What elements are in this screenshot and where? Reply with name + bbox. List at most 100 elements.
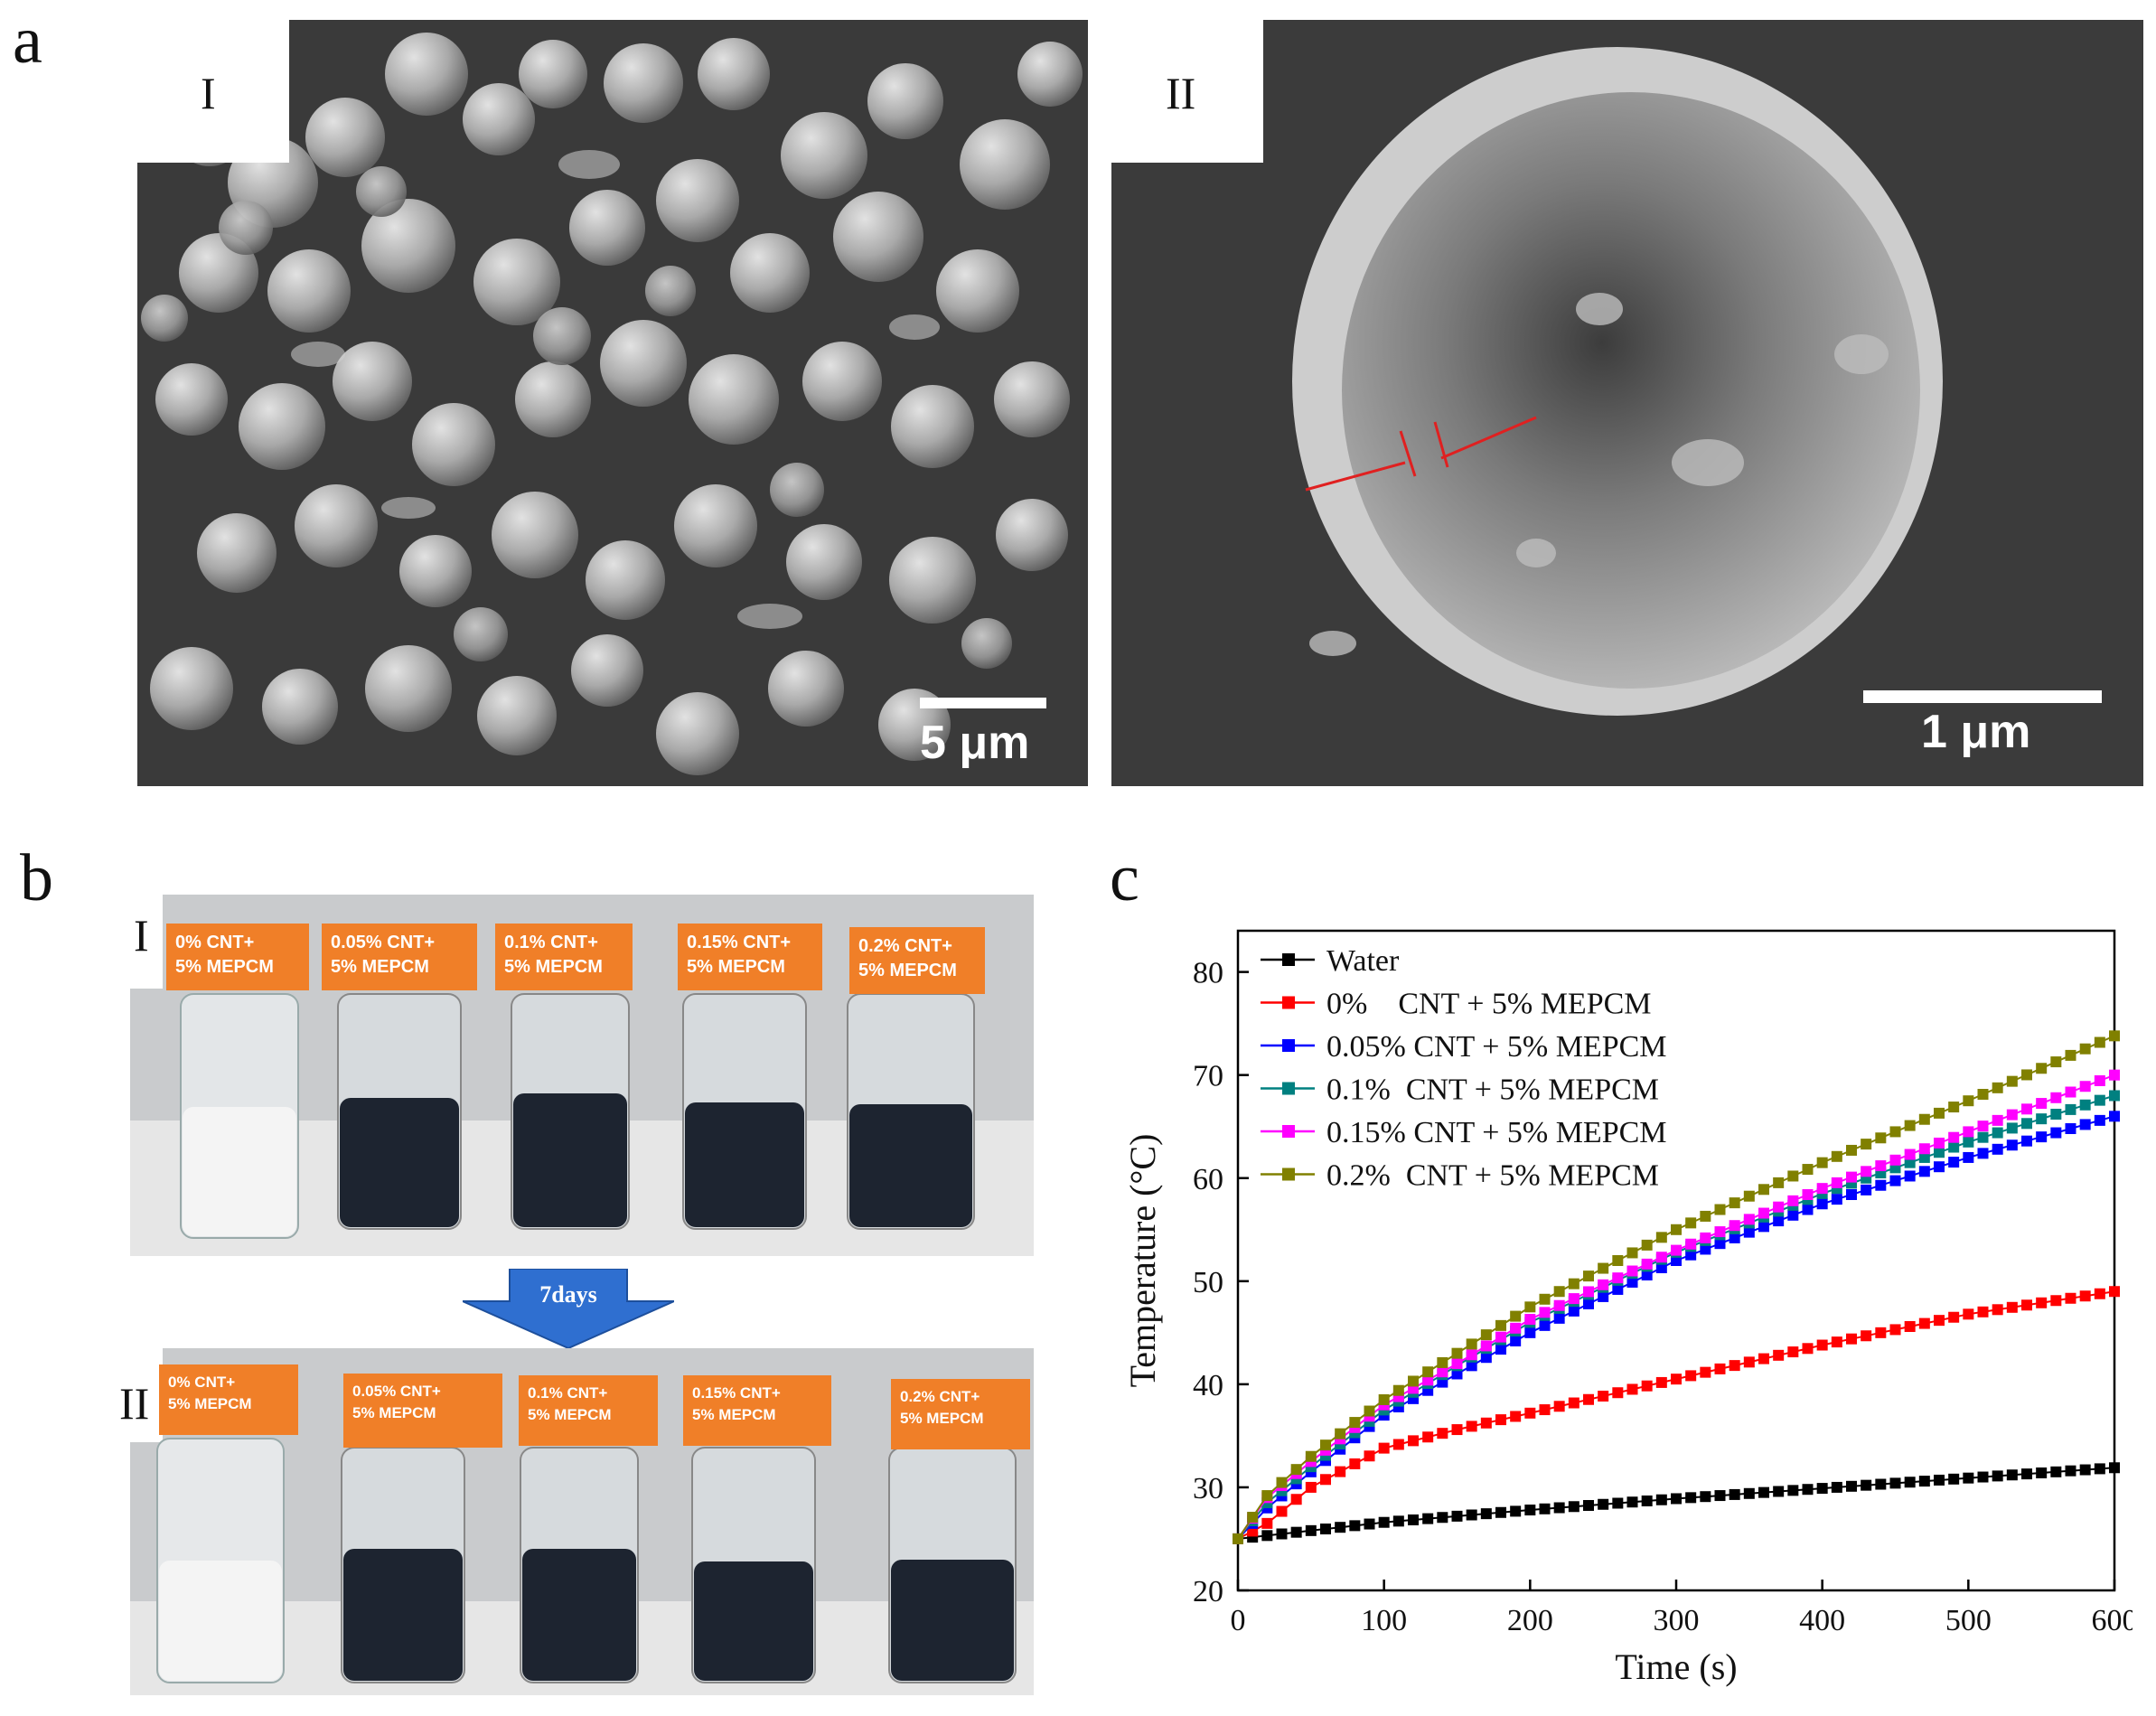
legend-entry-4: 0.15% CNT + 5% MEPCM (1261, 1116, 1667, 1149)
data-point (1524, 1314, 1536, 1326)
data-point (1773, 1177, 1785, 1188)
data-point (1655, 1232, 1667, 1243)
data-point (1671, 1255, 1682, 1266)
legend-marker (1282, 1125, 1295, 1138)
data-point (2079, 1099, 2091, 1111)
data-point (1641, 1258, 1653, 1270)
data-point (1934, 1107, 1945, 1119)
data-point (1510, 1505, 1522, 1517)
data-point (1714, 1204, 1726, 1215)
data-point (1539, 1293, 1551, 1305)
data-point (1889, 1154, 1901, 1166)
panel-a-letter: a (13, 4, 42, 78)
data-point (1261, 1517, 1273, 1529)
legend-entry-0: Water (1261, 944, 1400, 978)
seven-days-label: 7days (539, 1281, 597, 1308)
data-point (1510, 1411, 1522, 1422)
data-point (1655, 1252, 1667, 1263)
data-point (2021, 1468, 2032, 1480)
data-point (1612, 1255, 1624, 1266)
data-point (2036, 1063, 2048, 1074)
data-point (1948, 1131, 1960, 1143)
data-point (1612, 1497, 1624, 1509)
x-tick-label: 600 (2092, 1604, 2133, 1637)
data-point (1714, 1363, 1726, 1374)
vial-label-b-I-4: 0.2% CNT+ 5% MEPCM (849, 927, 985, 994)
data-point (1408, 1375, 1419, 1387)
data-point (1495, 1319, 1506, 1331)
data-point (1918, 1143, 1930, 1155)
data-point (1816, 1483, 1828, 1495)
data-point (1437, 1428, 1448, 1439)
data-point (1875, 1478, 1887, 1490)
data-point (1787, 1195, 1799, 1206)
data-point (1451, 1510, 1463, 1522)
data-point (1480, 1329, 1492, 1341)
data-point (1700, 1210, 1711, 1222)
data-point (1510, 1310, 1522, 1322)
data-point (1743, 1356, 1755, 1368)
data-point (1641, 1239, 1653, 1251)
data-point (1568, 1293, 1580, 1305)
data-point (1831, 1177, 1842, 1188)
data-point (2079, 1081, 2091, 1092)
data-point (1437, 1366, 1448, 1378)
data-point (1364, 1405, 1375, 1417)
data-point (1714, 1226, 1726, 1238)
vial-label-b-I-1: 0.05% CNT+ 5% MEPCM (322, 924, 477, 990)
data-point (1553, 1312, 1565, 1324)
data-point (1495, 1506, 1506, 1518)
data-point (1553, 1299, 1565, 1311)
data-point (2094, 1036, 2105, 1048)
data-point (2006, 1122, 2018, 1134)
data-point (1495, 1331, 1506, 1343)
data-point (2079, 1464, 2091, 1476)
data-point (1773, 1215, 1785, 1227)
sublabel-b-I: I (134, 910, 149, 961)
data-point (1655, 1261, 1667, 1273)
data-point (1875, 1327, 1887, 1338)
data-point (2006, 1139, 2018, 1151)
data-point (1598, 1279, 1609, 1290)
legend-marker (1282, 996, 1295, 1009)
y-tick-label: 50 (1193, 1266, 1223, 1299)
vial-label-b-I-3: 0.15% CNT+ 5% MEPCM (678, 924, 822, 990)
data-point (1948, 1141, 1960, 1153)
data-point (1773, 1201, 1785, 1213)
vial-label-b-I-0: 0% CNT+ 5% MEPCM (166, 924, 309, 990)
data-point (1977, 1148, 1989, 1159)
data-point (1524, 1407, 1536, 1419)
data-point (1451, 1358, 1463, 1370)
data-point (1320, 1439, 1331, 1451)
legend-entry-2: 0.05% CNT + 5% MEPCM (1261, 1030, 1667, 1064)
data-point (1977, 1471, 1989, 1483)
data-point (1233, 1533, 1243, 1544)
x-axis-label: Time (s) (1615, 1646, 1737, 1687)
data-point (1539, 1319, 1551, 1331)
data-point (1992, 1470, 2003, 1482)
x-tick-label: 400 (1799, 1604, 1845, 1637)
data-point (1889, 1324, 1901, 1336)
data-point (1846, 1480, 1857, 1492)
data-point (1510, 1322, 1522, 1334)
data-point (2065, 1465, 2076, 1477)
legend-entry-3: 0.1% CNT + 5% MEPCM (1261, 1074, 1659, 1107)
data-point (1612, 1272, 1624, 1284)
data-point (2065, 1103, 2076, 1115)
data-point (1598, 1390, 1609, 1402)
data-point (1480, 1340, 1492, 1352)
data-point (1349, 1458, 1361, 1469)
data-point (1758, 1221, 1769, 1233)
data-point (1948, 1102, 1960, 1113)
data-point (1364, 1518, 1375, 1530)
data-point (1320, 1524, 1331, 1535)
data-point (1466, 1421, 1477, 1432)
data-point (1641, 1269, 1653, 1280)
sublabel-b-II: II (119, 1378, 150, 1429)
data-point (1787, 1209, 1799, 1221)
series-0 (1233, 1462, 2120, 1544)
y-tick-label: 20 (1193, 1575, 1223, 1608)
data-point (1626, 1496, 1638, 1508)
data-point (1977, 1121, 1989, 1132)
data-point (1831, 1194, 1842, 1205)
